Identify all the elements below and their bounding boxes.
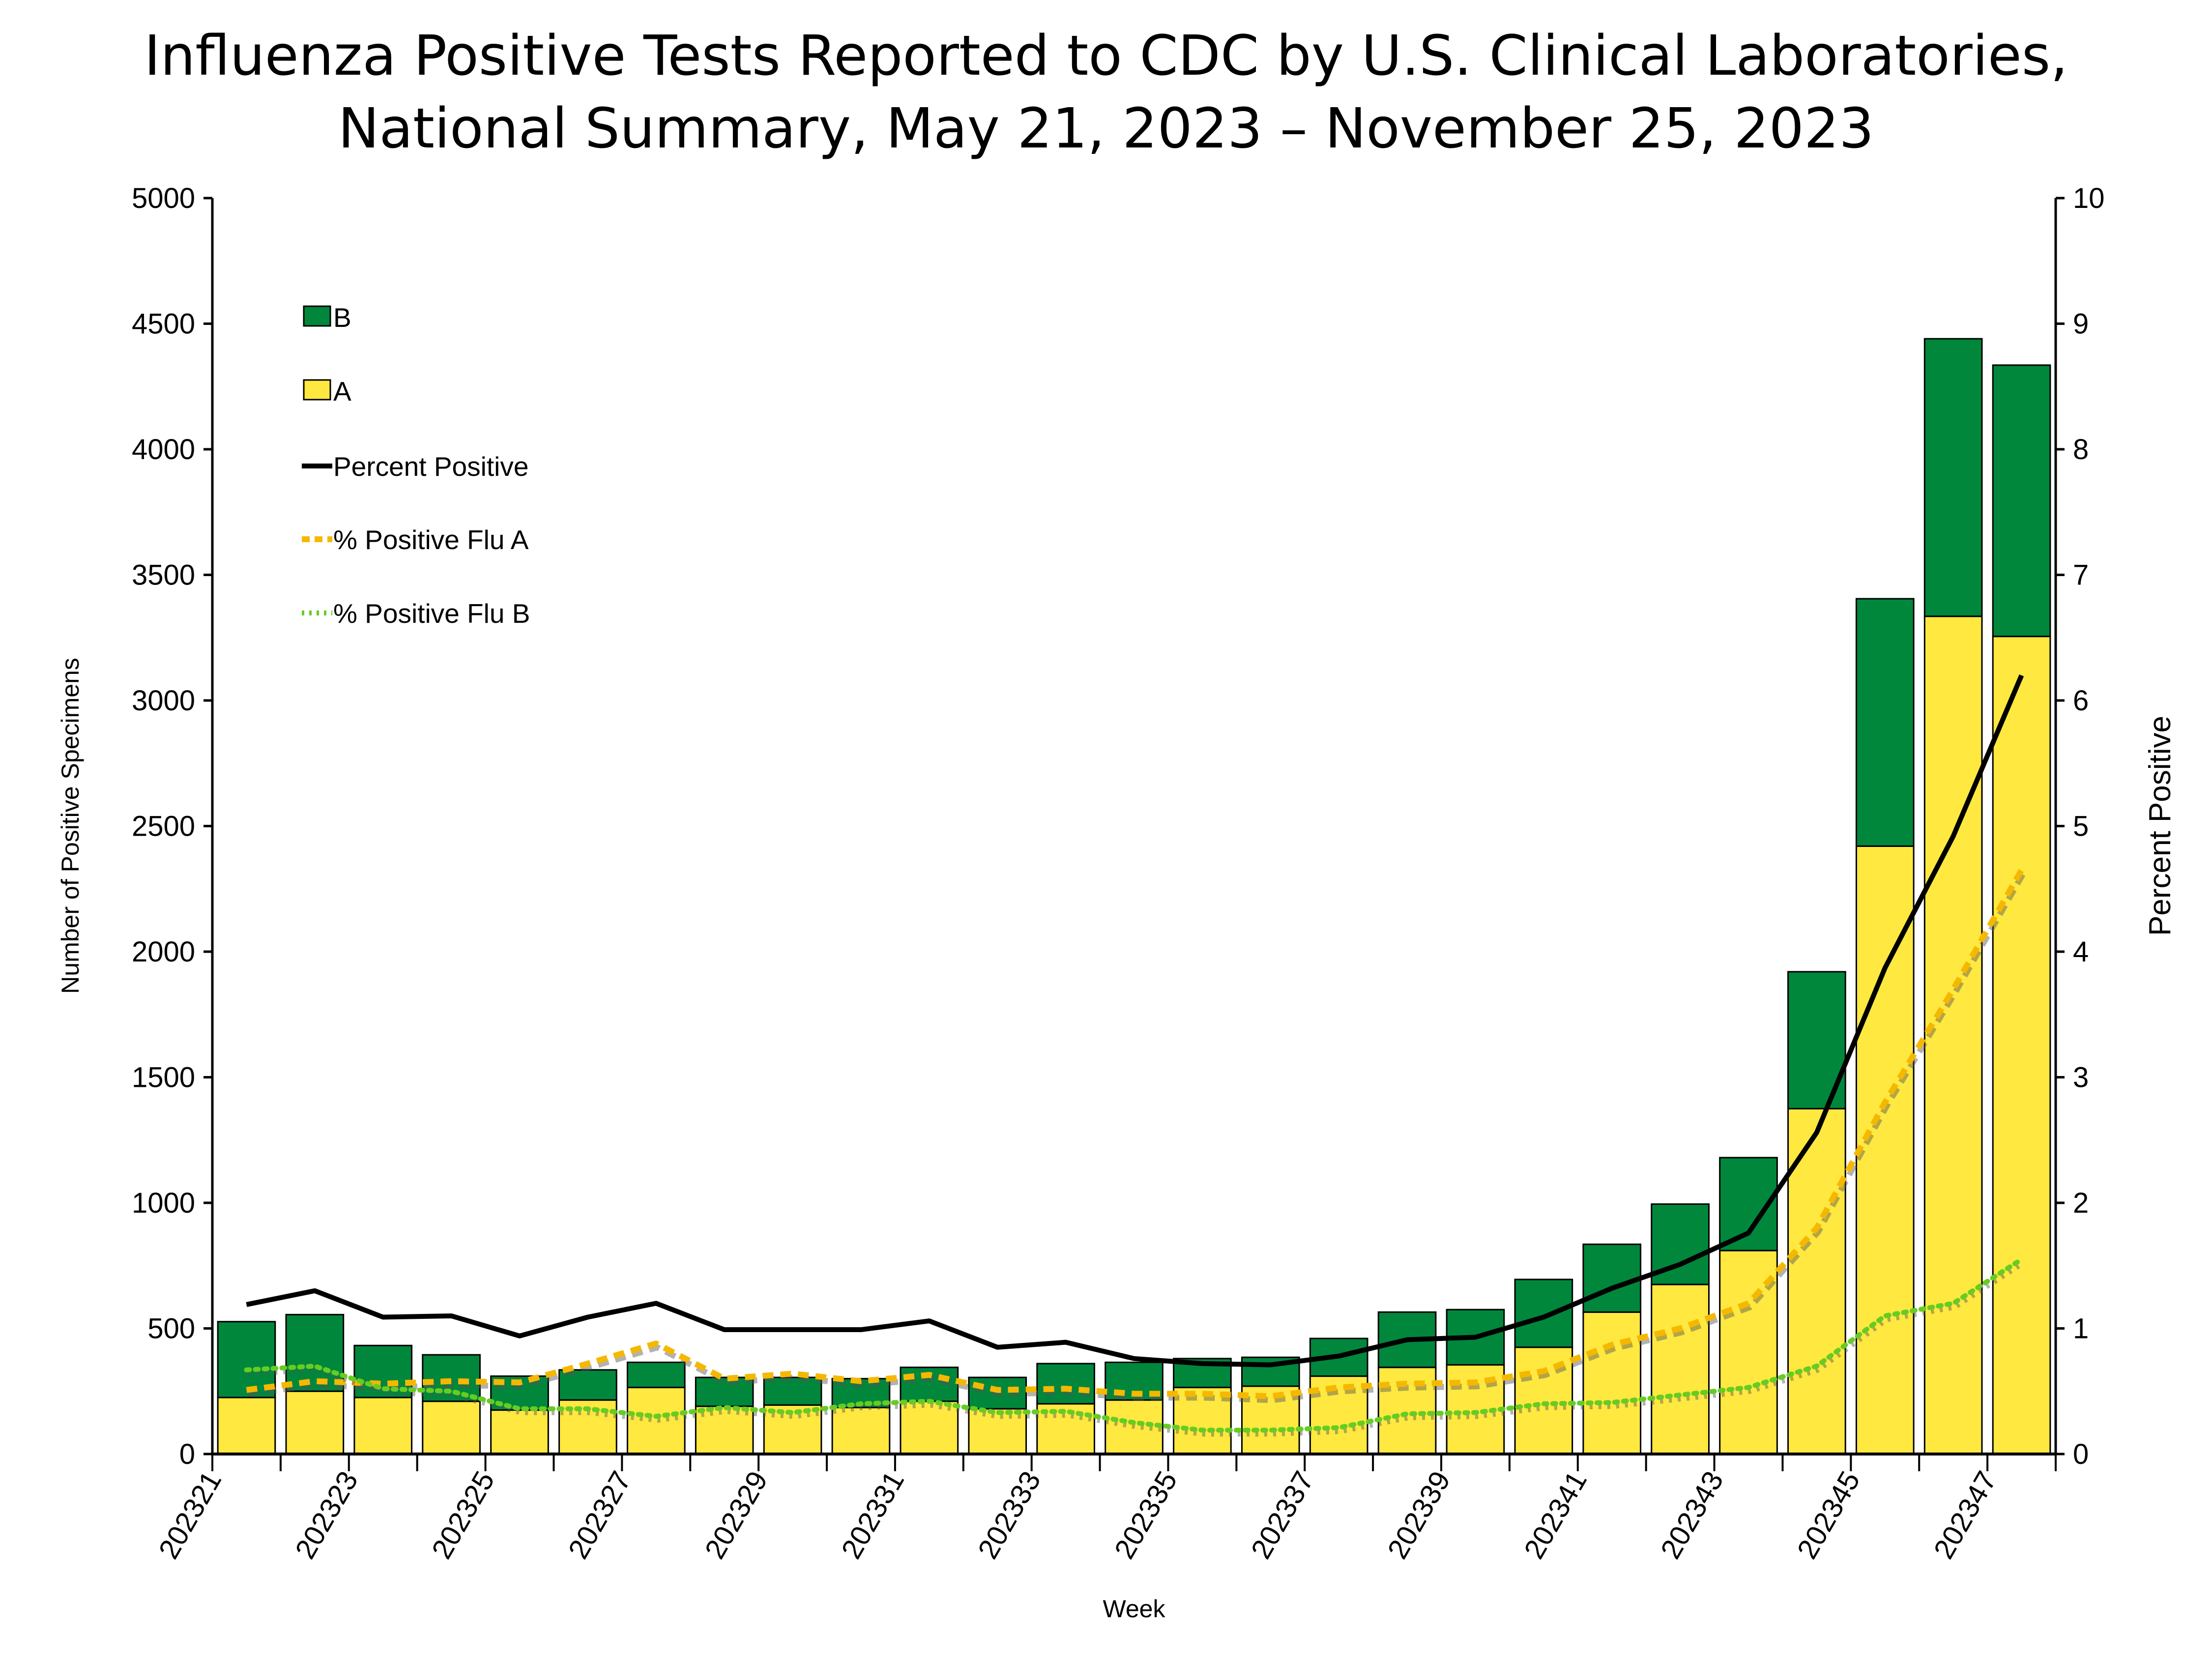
y2-tick-label-1: 1 [2073,1313,2089,1345]
bar-a-202334 [1105,1399,1164,1455]
x-tick-label-202343: 202343 [1655,1466,1730,1564]
y2-tick-label-9: 9 [2073,308,2089,340]
bar-b-202326 [558,1369,617,1401]
legend-label-a: A [333,376,351,407]
line-shadow--positive-flu-a [247,872,2026,1403]
y-tick-label-5000: 5000 [132,182,195,214]
x-tick-label-202333: 202333 [972,1466,1047,1564]
bar-a-202332 [968,1408,1027,1455]
bar-a-202325 [490,1409,549,1455]
legend-label-b: B [333,302,351,333]
bar-b-202333 [1036,1363,1095,1405]
bar-b-202322 [285,1313,345,1392]
chart-title-line1: Influenza Positive Tests Reported to CDC… [144,24,2068,88]
x-tick-label-202347: 202347 [1927,1466,2003,1564]
bar-b-202329 [763,1376,822,1406]
y-tick-label-4000: 4000 [132,434,195,466]
x-tick-label-202327: 202327 [562,1466,638,1564]
y2-tick-label-2: 2 [2073,1187,2089,1219]
x-axis-label: Week [1103,1595,1166,1623]
bar-a-202344 [1787,1107,1846,1455]
y-tick-label-4500: 4500 [132,308,195,340]
legend-swatch-b [303,305,331,327]
y2-tick-label-7: 7 [2073,559,2089,591]
bar-a-202328 [695,1405,754,1455]
line-shadow--positive-flu-b [248,1261,2025,1437]
bar-b-202327 [626,1361,686,1389]
y-tick-label-3000: 3000 [132,685,195,717]
x-tick-label-202337: 202337 [1245,1466,1320,1564]
bar-a-202323 [353,1397,413,1455]
y2-tick-label-6: 6 [2073,685,2089,717]
y-tick-label-500: 500 [147,1313,195,1345]
bar-a-202346 [1923,615,1983,1455]
bar-b-202341 [1582,1243,1642,1313]
y2-tick-label-8: 8 [2073,434,2089,466]
y-tick-label-2500: 2500 [132,811,195,843]
x-tick-label-202329: 202329 [699,1466,774,1564]
x-tick-label-202345: 202345 [1791,1466,1866,1564]
x-tick-label-202323: 202323 [289,1466,364,1564]
x-tick-label-202321: 202321 [152,1466,228,1564]
y-tick-label-1000: 1000 [132,1187,195,1219]
chart-title-line2: National Summary, May 21, 2023 – Novembe… [338,97,1874,161]
y2-tick-label-0: 0 [2073,1438,2089,1470]
y-tick-label-3500: 3500 [132,559,195,591]
bar-b-202340 [1514,1279,1573,1348]
line-percent-positive [246,674,2024,1368]
legend-label--positive-flu-b: % Positive Flu B [333,598,530,629]
bar-b-202347 [1992,364,2051,638]
x-tick-label-202331: 202331 [835,1466,910,1564]
bar-a-202322 [285,1390,345,1455]
y-axis-label: Number of Positive Specimens [57,658,84,994]
y2-tick-label-4: 4 [2073,936,2089,968]
y2-tick-label-10: 10 [2073,182,2105,214]
bar-a-202337 [1309,1375,1368,1455]
y2-axis-label: Percent Positive [2143,716,2177,936]
legend-label--positive-flu-a: % Positive Flu A [333,524,529,555]
bar-b-202324 [422,1354,481,1402]
y-tick-label-1500: 1500 [132,1062,195,1094]
legend-label-percent-positive: Percent Positive [333,451,528,482]
bar-b-202345 [1855,598,1915,847]
legend-swatch-a [303,379,331,401]
x-tick-label-202325: 202325 [426,1466,501,1564]
chart-title: Influenza Positive Tests Reported to CDC… [0,20,2212,165]
bar-b-202332 [968,1376,1027,1410]
line--positive-flu-b [244,1256,2024,1433]
bar-a-202321 [217,1397,276,1455]
bar-a-202336 [1241,1385,1300,1455]
y-tick-label-2000: 2000 [132,936,195,968]
bar-a-202338 [1377,1367,1437,1455]
bar-a-202330 [831,1406,891,1455]
bar-b-202328 [695,1376,754,1407]
bar-a-202347 [1992,636,2051,1455]
legend: B A Percent Positive % Positive Flu A % Posi… [302,302,530,629]
y2-tick-label-5: 5 [2073,811,2089,843]
bar-a-202324 [422,1400,481,1455]
x-tick-label-202339: 202339 [1381,1466,1456,1564]
x-tick-label-202341: 202341 [1518,1466,1593,1564]
bar-a-202342 [1651,1283,1710,1455]
line--positive-flu-a [246,868,2024,1399]
y-tick-label-0: 0 [179,1438,195,1470]
bar-a-202345 [1855,845,1915,1455]
bar-a-202327 [626,1387,686,1455]
bar-b-202346 [1923,338,1983,617]
bar-a-202341 [1582,1311,1642,1455]
x-tick-label-202335: 202335 [1108,1466,1184,1564]
y2-tick-label-3: 3 [2073,1062,2089,1094]
